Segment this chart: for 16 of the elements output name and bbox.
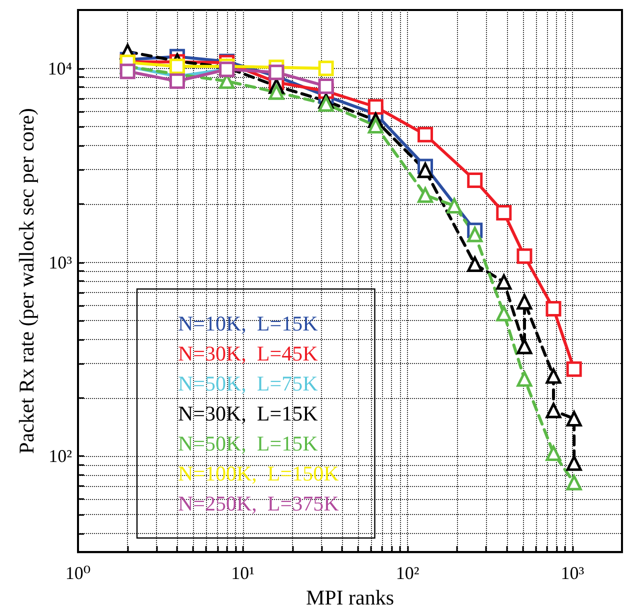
x-tick-label: 10²	[396, 563, 420, 584]
x-tick-label: 10³	[560, 563, 585, 584]
x-tick-label: 10¹	[231, 563, 254, 584]
text: N=30K, L=45K	[178, 342, 318, 366]
text: N=50K, L=75K	[178, 372, 318, 396]
x-axis-title: MPI ranks	[306, 586, 394, 610]
text: N=10K, L=15K	[178, 312, 318, 336]
x-tick-label: 10⁰	[65, 563, 91, 584]
y-tick-label: 10⁴	[48, 58, 72, 78]
y-tick-label: 10²	[48, 446, 72, 466]
y-axis-title: Packet Rx rate (per wallock sec per core)	[14, 108, 38, 454]
text: N=100K, L=150K	[178, 462, 339, 486]
text: N=30K, L=15K	[178, 402, 318, 426]
text: N=250K, L=375K	[178, 492, 339, 516]
y-tick-label: 10³	[48, 252, 73, 272]
text: N=50K, L=15K	[178, 432, 318, 456]
